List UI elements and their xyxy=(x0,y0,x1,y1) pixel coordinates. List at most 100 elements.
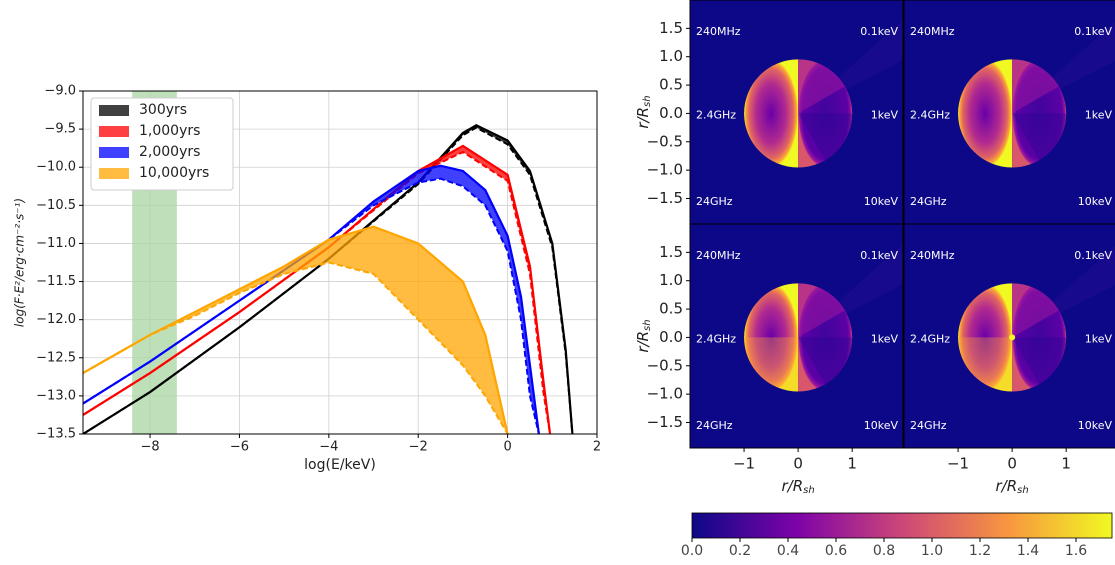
bright-arc xyxy=(744,337,799,392)
legend-label: 10,000yrs xyxy=(139,165,209,181)
panel-frame xyxy=(903,223,1115,449)
y-tick-label: −10.5 xyxy=(36,198,76,213)
colorbar-tick-label: 1.4 xyxy=(1017,543,1039,559)
colorbar-tick-label: 1.2 xyxy=(969,543,991,559)
shell-left xyxy=(744,59,799,168)
y-tick-label: −11.5 xyxy=(36,274,76,289)
colorbar-tick-label: 0.2 xyxy=(729,543,751,559)
x-tick-label: 1 xyxy=(847,455,857,473)
y-tick-label: −1.0 xyxy=(647,385,683,403)
x-tick-label: −1 xyxy=(733,455,755,473)
legend-box xyxy=(90,97,234,191)
panel-label: 10keV xyxy=(864,419,899,432)
hot-spot xyxy=(1009,334,1016,341)
panel-frame xyxy=(689,223,904,449)
plot-frame xyxy=(82,90,598,435)
legend-swatch xyxy=(99,147,129,158)
y-tick-label: 0.5 xyxy=(659,300,683,318)
label-main: r/R xyxy=(634,107,652,129)
ray xyxy=(1012,21,1115,114)
y-tick-label: 1.0 xyxy=(659,271,683,289)
panel-label: 10keV xyxy=(1078,195,1113,208)
panel-label: 240MHz xyxy=(696,249,741,262)
legend-swatch xyxy=(99,168,129,179)
legend-label: 300yrs xyxy=(139,102,187,118)
y-tick-label: −10.0 xyxy=(36,160,76,175)
y-tick-label: 0.5 xyxy=(659,76,683,94)
wedge xyxy=(798,59,845,114)
panel-label: 2.4GHz xyxy=(696,108,736,121)
axis-label: r/Rsh xyxy=(634,95,654,128)
panel-label: 0.1keV xyxy=(860,249,898,262)
y-tick-label: 1.5 xyxy=(659,19,683,37)
bright-arc xyxy=(958,337,1013,392)
wedge xyxy=(798,337,853,385)
x-tick-label: 0 xyxy=(1007,455,1017,473)
panel-label: 0.1keV xyxy=(860,25,898,38)
panel-label: 24GHz xyxy=(696,419,733,432)
colorbar-tick-label: 0.8 xyxy=(873,543,895,559)
x-axis-label: log(E/keV) xyxy=(304,457,376,473)
y-axis-label: log(F·E²/erg·cm⁻²·s⁻¹) xyxy=(13,198,27,327)
dashed-line xyxy=(83,177,540,434)
shell-left xyxy=(958,59,1013,168)
label-sub: sh xyxy=(1017,485,1029,496)
panel-label: 2.4GHz xyxy=(910,108,950,121)
colorbar-tick-label: 0.4 xyxy=(777,543,799,559)
axis-label: r/Rsh xyxy=(634,319,654,352)
dashed-line xyxy=(83,261,509,434)
label-sub: sh xyxy=(642,319,653,331)
y-tick-label: −0.5 xyxy=(647,132,683,150)
label-main: r/R xyxy=(996,477,1018,495)
x-tick-label: 1 xyxy=(1061,455,1071,473)
panel-label: 24GHz xyxy=(910,419,947,432)
line xyxy=(83,144,552,434)
x-tick-label: −2 xyxy=(409,440,428,455)
y-tick-label: −0.5 xyxy=(647,356,683,374)
x-tick-label: −6 xyxy=(230,440,249,455)
y-tick-label: 0.0 xyxy=(659,104,683,122)
x-tick-label: −1 xyxy=(947,455,969,473)
line xyxy=(83,225,509,434)
legend-swatch xyxy=(99,105,129,116)
panel-label: 1keV xyxy=(871,108,899,121)
y-tick-label: −13.5 xyxy=(36,427,76,442)
colorbar-tick-label: 1.6 xyxy=(1065,543,1087,559)
panel-label: 10keV xyxy=(1078,419,1113,432)
panel-label: 1keV xyxy=(871,332,899,345)
dashed-line xyxy=(83,150,552,434)
y-tick-label: −11.0 xyxy=(36,236,76,251)
label-sub: sh xyxy=(803,485,815,496)
panel-label: 1keV xyxy=(1085,108,1113,121)
y-tick-label: −1.0 xyxy=(647,161,683,179)
axis-label: r/Rsh xyxy=(782,477,815,497)
legend-label: 1,000yrs xyxy=(139,123,200,139)
panel-label: 24GHz xyxy=(696,195,733,208)
y-tick-label: −1.5 xyxy=(647,189,683,207)
colorbar-tick-label: 0.6 xyxy=(825,543,847,559)
x-tick-label: −4 xyxy=(319,440,338,455)
y-tick-label: 1.0 xyxy=(659,47,683,65)
panel-label: 0.1keV xyxy=(1074,25,1112,38)
panel-label: 240MHz xyxy=(910,249,955,262)
line xyxy=(83,164,540,434)
x-tick-label: −8 xyxy=(140,440,159,455)
y-tick-label: 1.5 xyxy=(659,243,683,261)
colorbar-tick-label: 1.0 xyxy=(921,543,943,559)
panel-label: 24GHz xyxy=(910,195,947,208)
wedge xyxy=(798,283,845,338)
y-tick-label: −9.5 xyxy=(44,122,76,137)
dashed-line xyxy=(83,126,574,434)
legend-label: 2,000yrs xyxy=(139,144,200,160)
shell-left xyxy=(958,283,1013,392)
colorbar xyxy=(691,512,1113,539)
wedge xyxy=(1012,59,1059,114)
band xyxy=(83,226,508,434)
band xyxy=(83,145,551,434)
x-tick-label: 0 xyxy=(503,440,511,455)
panel-label: 0.1keV xyxy=(1074,249,1112,262)
y-tick-label: −13.0 xyxy=(36,388,76,403)
y-tick-label: −1.5 xyxy=(647,413,683,431)
